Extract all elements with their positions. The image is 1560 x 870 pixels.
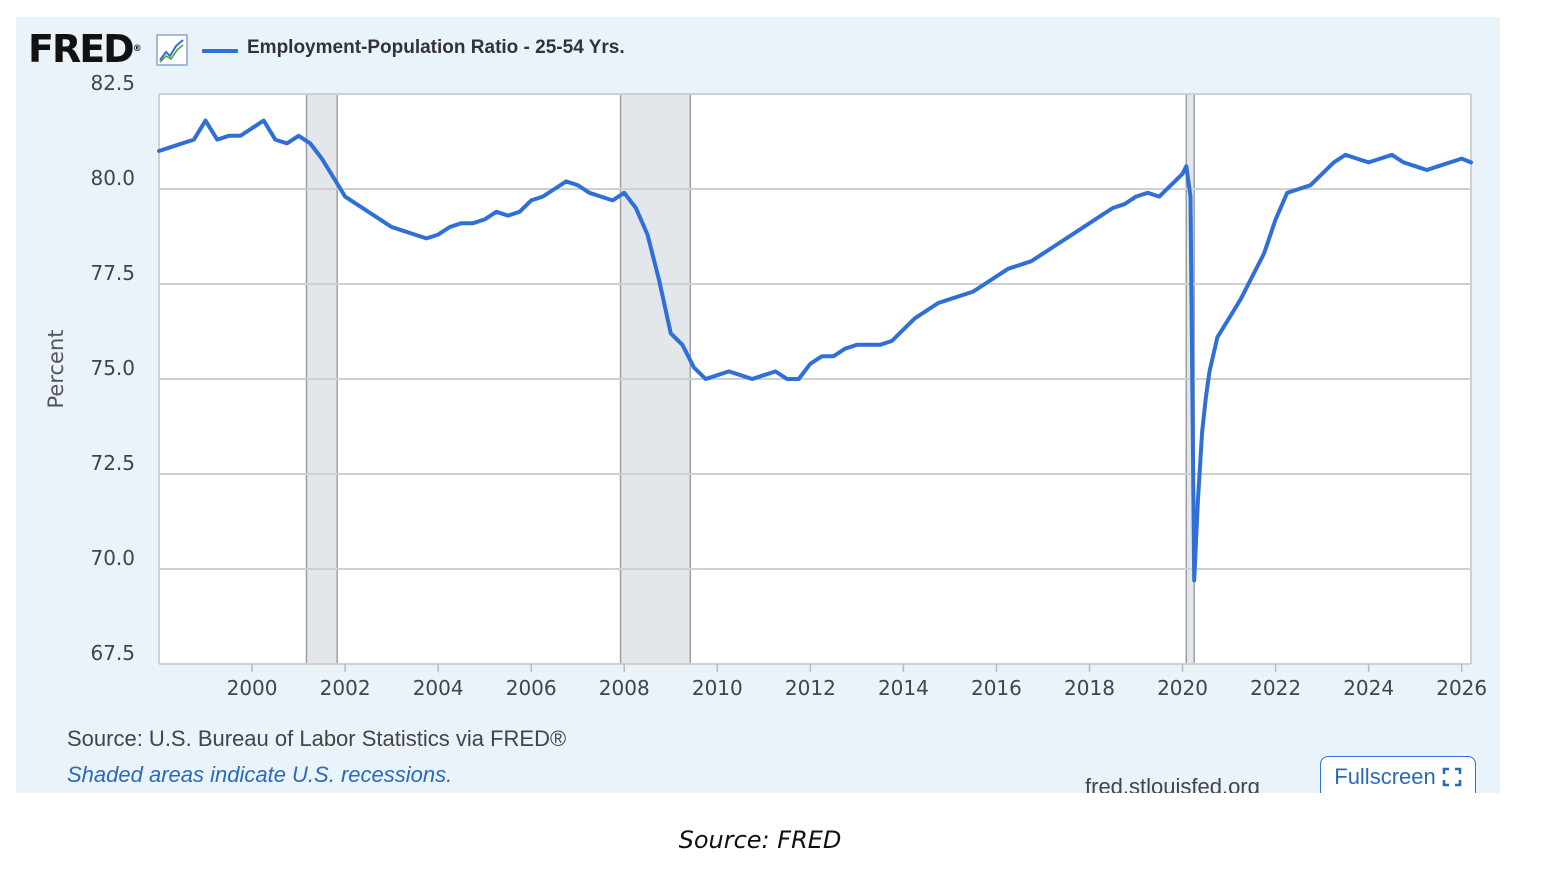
x-tick-labels: 2000 2002 2004 2006 2008 2010 2012 2014 2016 2018…: [227, 676, 1488, 700]
x-tick-label: 2008: [599, 676, 650, 700]
registered-mark: ®: [132, 44, 142, 54]
y-tick-label: 82.5: [90, 71, 135, 95]
source-note: Source: U.S. Bureau of Labor Statistics …: [67, 726, 567, 751]
x-tick-label: 2026: [1436, 676, 1487, 700]
x-tick-label: 2004: [413, 676, 464, 700]
site-url[interactable]: fred.stlouisfed.org: [1085, 774, 1260, 793]
x-tick-label: 2024: [1343, 676, 1394, 700]
series-title: Employment-Population Ratio - 25-54 Yrs.: [247, 37, 625, 58]
y-tick-label: 77.5: [90, 261, 135, 285]
series-line: [157, 118, 1473, 583]
x-tick-label: 2006: [506, 676, 557, 700]
y-tick-labels: 67.5 70.0 72.5 75.0 77.5 80.0 82.5: [90, 71, 135, 665]
x-tick-label: 2002: [320, 676, 371, 700]
fred-logo[interactable]: FRED®: [28, 27, 142, 71]
x-tick-label: 2014: [878, 676, 929, 700]
x-tick-label: 2012: [785, 676, 836, 700]
y-tick-label: 67.5: [90, 641, 135, 665]
y-tick-label: 72.5: [90, 451, 135, 475]
x-tick-label: 2020: [1157, 676, 1208, 700]
y-tick-label: 80.0: [90, 166, 135, 190]
legend-swatch: [202, 49, 238, 53]
y-tick-label: 75.0: [90, 356, 135, 380]
line-graph-icon[interactable]: [156, 34, 188, 66]
x-tick-label: 2000: [227, 676, 278, 700]
x-tick-label: 2010: [692, 676, 743, 700]
expand-icon: [1442, 767, 1462, 786]
grid-lines: [158, 93, 1472, 672]
figure-caption: Source: FRED: [678, 826, 842, 854]
recession-note-link[interactable]: Shaded areas indicate U.S. recessions.: [67, 762, 453, 787]
fullscreen-label: Fullscreen: [1334, 763, 1436, 789]
fullscreen-button[interactable]: Fullscreen: [1320, 756, 1476, 793]
x-tick-label: 2016: [971, 676, 1022, 700]
x-tick-label: 2022: [1250, 676, 1301, 700]
x-tick-label: 2018: [1064, 676, 1115, 700]
y-tick-label: 70.0: [90, 546, 135, 570]
